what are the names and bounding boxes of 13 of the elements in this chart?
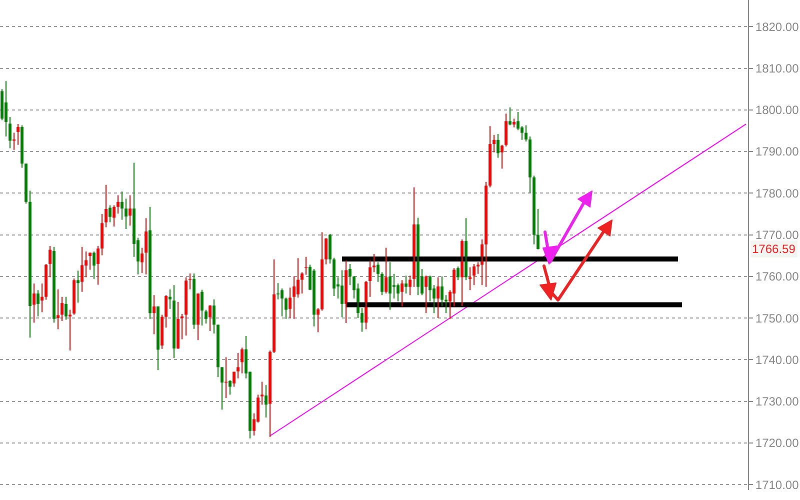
y-tick-label: 1770.00 [755, 228, 800, 242]
y-tick-label: 1740.00 [755, 352, 800, 367]
y-tick-label: 1800.00 [755, 103, 800, 118]
y-tick-label: 1790.00 [755, 144, 800, 159]
y-tick-label: 1820.00 [755, 20, 800, 34]
y-tick-label: 1760.00 [755, 270, 800, 284]
y-tick-label: 1720.00 [755, 436, 800, 450]
y-tick-label: 1730.00 [755, 394, 800, 409]
text: 1766.59 [752, 242, 796, 256]
y-tick-label: 1780.00 [755, 186, 800, 200]
y-tick-label: 1750.00 [755, 311, 800, 326]
y-tick-label: 1810.00 [755, 61, 800, 76]
y-tick-label: 1710.00 [755, 478, 800, 492]
